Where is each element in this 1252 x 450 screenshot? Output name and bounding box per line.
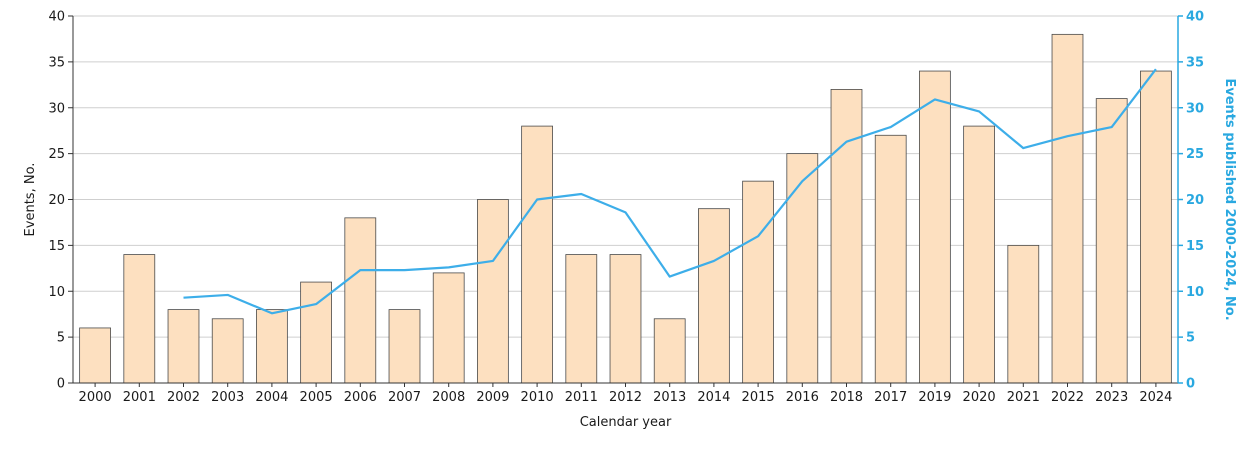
left-tick-label: 30	[48, 101, 65, 116]
x-tick-label: 2024	[1139, 390, 1172, 405]
x-tick-label: 2013	[653, 390, 686, 405]
bar	[786, 153, 819, 384]
bar	[344, 217, 377, 384]
x-tick-label: 2012	[609, 390, 642, 405]
x-tick-label: 2006	[344, 390, 377, 405]
x-tick-label: 2015	[742, 390, 775, 405]
left-tick-label: 5	[57, 331, 65, 346]
x-tick-label: 2009	[476, 390, 509, 405]
x-tick-label: 2023	[1095, 390, 1128, 405]
x-axis-title: Calendar year	[580, 415, 672, 430]
bar	[300, 281, 332, 384]
bar	[698, 208, 730, 384]
bars	[79, 33, 1172, 384]
x-tick-label: 2003	[211, 390, 244, 405]
left-tick-label: 40	[48, 10, 65, 25]
x-tick-label: 2005	[300, 390, 333, 405]
bar	[874, 134, 907, 384]
left-tick-label: 10	[48, 285, 65, 300]
right-tick-label: 15	[1186, 239, 1204, 254]
right-tick-label: 20	[1186, 193, 1204, 208]
bar	[1051, 33, 1084, 384]
x-tick-label: 2020	[963, 390, 996, 405]
right-tick-label: 30	[1186, 101, 1204, 116]
bar	[1007, 244, 1040, 384]
right-tick-label: 0	[1186, 377, 1195, 392]
bar	[432, 272, 465, 384]
bar	[963, 125, 995, 384]
bar	[477, 199, 509, 384]
bar	[256, 309, 288, 384]
bar	[830, 89, 863, 384]
bar	[609, 254, 642, 384]
left-tick-label: 15	[48, 239, 65, 254]
bar	[167, 309, 200, 384]
bar	[388, 309, 421, 384]
bar	[653, 318, 686, 384]
bar	[919, 70, 951, 384]
x-tick-label: 2016	[786, 390, 819, 405]
right-y-axis-title: Events published 2000-2024, No.	[1222, 78, 1237, 320]
x-tick-label: 2000	[79, 390, 112, 405]
trend-line	[183, 68, 1157, 315]
left-tick-label: 20	[48, 193, 65, 208]
bar	[79, 327, 111, 384]
x-tick-label: 2017	[874, 390, 907, 405]
bar	[211, 318, 244, 384]
y-axis-title: Events, No.	[23, 163, 38, 237]
x-tick-label: 2018	[830, 390, 863, 405]
trend-line-path	[183, 68, 1157, 315]
x-tick-label: 2002	[167, 390, 200, 405]
left-tick-label: 0	[57, 377, 65, 392]
x-tick-label: 2022	[1051, 390, 1084, 405]
bar	[521, 125, 553, 384]
x-tick-label: 2019	[918, 390, 951, 405]
grid-lines	[73, 15, 1178, 338]
bar	[565, 254, 598, 384]
right-tick-label: 10	[1186, 285, 1204, 300]
x-tick-label: 2014	[697, 390, 730, 405]
x-tick-label: 2001	[123, 390, 156, 405]
bar	[1140, 70, 1172, 384]
bar	[1095, 98, 1128, 384]
x-tick-label: 2010	[521, 390, 554, 405]
x-tick-label: 2011	[565, 390, 598, 405]
right-tick-label: 25	[1186, 147, 1204, 162]
bar	[742, 180, 774, 384]
x-tick-label: 2004	[255, 390, 288, 405]
left-tick-label: 35	[48, 55, 65, 70]
bar	[123, 254, 156, 384]
axes	[68, 15, 1183, 387]
x-tick-label: 2021	[1007, 390, 1040, 405]
right-tick-label: 5	[1186, 331, 1195, 346]
right-tick-label: 40	[1186, 10, 1204, 25]
x-tick-label: 2007	[388, 390, 421, 405]
left-tick-label: 25	[48, 147, 65, 162]
right-tick-label: 35	[1186, 55, 1204, 70]
x-tick-label: 2008	[432, 390, 465, 405]
